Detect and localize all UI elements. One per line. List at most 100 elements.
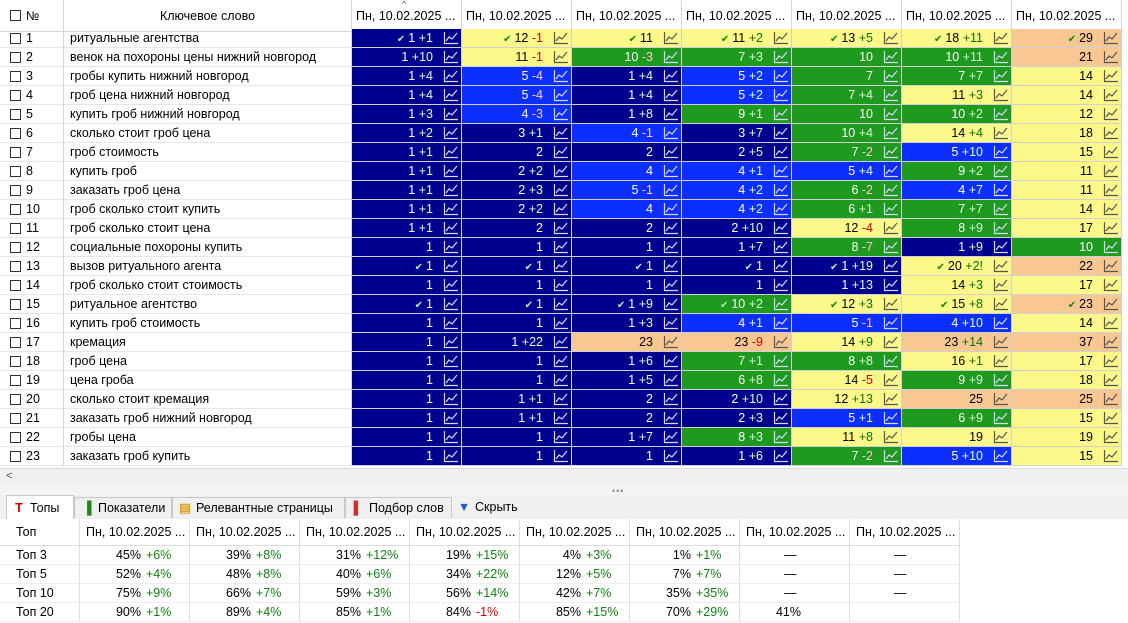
line-chart-icon[interactable] — [883, 430, 899, 444]
table-row[interactable]: 23 заказать гроб купить 1 1 1 1 +6 7 -2 5 +10 15 — [0, 447, 1128, 466]
panel-splitter[interactable]: ••• — [0, 485, 1128, 496]
position-cell[interactable]: 1 +22 — [462, 333, 572, 352]
tops-header-date[interactable]: Пн, 10.02.2025 ... — [80, 519, 190, 546]
line-chart-icon[interactable] — [993, 430, 1009, 444]
line-chart-icon[interactable] — [773, 69, 789, 83]
line-chart-icon[interactable] — [553, 240, 569, 254]
position-cell[interactable]: ✔ 1 +9 — [572, 295, 682, 314]
table-row[interactable]: 2 венок на похороны цены нижний новгород 1… — [0, 48, 1128, 67]
position-cell[interactable]: 1 +6 — [682, 447, 792, 466]
line-chart-icon[interactable] — [883, 202, 899, 216]
row-checkbox[interactable] — [10, 337, 21, 348]
position-cell[interactable]: 1 — [462, 352, 572, 371]
line-chart-icon[interactable] — [443, 392, 459, 406]
line-chart-icon[interactable] — [883, 69, 899, 83]
line-chart-icon[interactable] — [1103, 183, 1119, 197]
line-chart-icon[interactable] — [443, 107, 459, 121]
line-chart-icon[interactable] — [773, 392, 789, 406]
position-cell[interactable]: 14 -5 — [792, 371, 902, 390]
line-chart-icon[interactable] — [553, 145, 569, 159]
position-cell[interactable]: 10 +4 — [792, 124, 902, 143]
position-cell[interactable]: ✔ 23 — [1012, 295, 1122, 314]
line-chart-icon[interactable] — [883, 107, 899, 121]
table-row[interactable]: 10 гроб сколько стоит купить 1 +1 2 +2 4 4 +2… — [0, 200, 1128, 219]
line-chart-icon[interactable] — [773, 88, 789, 102]
position-cell[interactable]: 10 — [792, 105, 902, 124]
position-cell[interactable]: 1 — [352, 238, 462, 257]
line-chart-icon[interactable] — [993, 373, 1009, 387]
line-chart-icon[interactable] — [773, 259, 789, 273]
table-row[interactable]: 12 социальные похороны купить 1 1 1 1 +7 8 -7 1… — [0, 238, 1128, 257]
line-chart-icon[interactable] — [993, 145, 1009, 159]
column-header-date[interactable]: Пн, 10.02.2025 ... — [682, 0, 792, 32]
table-row[interactable]: 9 заказать гроб цена 1 +1 2 +3 5 -1 4 +2 6 -2 4… — [0, 181, 1128, 200]
line-chart-icon[interactable] — [663, 411, 679, 425]
row-checkbox[interactable] — [10, 451, 21, 462]
line-chart-icon[interactable] — [663, 183, 679, 197]
position-cell[interactable]: 1 — [462, 428, 572, 447]
row-checkbox[interactable] — [10, 394, 21, 405]
line-chart-icon[interactable] — [553, 69, 569, 83]
line-chart-icon[interactable] — [443, 259, 459, 273]
table-row[interactable]: 14 гроб сколько стоит стоимость 1 1 1 1 1 +13 1… — [0, 276, 1128, 295]
position-cell[interactable]: 4 — [572, 162, 682, 181]
row-checkbox[interactable] — [10, 52, 21, 63]
position-cell[interactable]: 37 — [1012, 333, 1122, 352]
position-cell[interactable]: ✔ 1 +1 — [352, 29, 462, 48]
line-chart-icon[interactable] — [773, 430, 789, 444]
table-row[interactable]: 19 цена гроба 1 1 1 +5 6 +8 14 -5 9 +9 18 — [0, 371, 1128, 390]
position-cell[interactable]: 4 — [572, 200, 682, 219]
position-cell[interactable]: 8 +8 — [792, 352, 902, 371]
position-cell[interactable]: 23 +14 — [902, 333, 1012, 352]
row-checkbox[interactable] — [10, 223, 21, 234]
line-chart-icon[interactable] — [773, 297, 789, 311]
position-cell[interactable]: 1 — [572, 447, 682, 466]
position-cell[interactable]: 5 -4 — [462, 86, 572, 105]
line-chart-icon[interactable] — [553, 202, 569, 216]
table-row[interactable]: 22 гробы цена 1 1 1 +7 8 +3 11 +8 19 19 — [0, 428, 1128, 447]
line-chart-icon[interactable] — [443, 316, 459, 330]
line-chart-icon[interactable] — [553, 164, 569, 178]
position-cell[interactable]: 14 — [1012, 314, 1122, 333]
position-cell[interactable]: 15 — [1012, 409, 1122, 428]
position-cell[interactable]: 1 +4 — [572, 67, 682, 86]
position-cell[interactable]: ✔ 1 — [682, 257, 792, 276]
column-header-date[interactable]: Пн, 10.02.2025 ... — [1012, 0, 1122, 32]
table-row[interactable]: 18 гроб цена 1 1 1 +6 7 +1 8 +8 16 +1 17 — [0, 352, 1128, 371]
position-cell[interactable]: 14 +9 — [792, 333, 902, 352]
position-cell[interactable]: ✔ 20 +2! — [902, 257, 1012, 276]
line-chart-icon[interactable] — [553, 449, 569, 463]
line-chart-icon[interactable] — [1103, 50, 1119, 64]
tab-hide[interactable]: ▼ Скрыть — [452, 497, 528, 518]
line-chart-icon[interactable] — [993, 278, 1009, 292]
line-chart-icon[interactable] — [773, 183, 789, 197]
position-cell[interactable]: 2 +3 — [682, 409, 792, 428]
line-chart-icon[interactable] — [663, 50, 679, 64]
line-chart-icon[interactable] — [1103, 88, 1119, 102]
position-cell[interactable]: 1 +1 — [352, 143, 462, 162]
line-chart-icon[interactable] — [443, 335, 459, 349]
position-cell[interactable]: 6 -2 — [792, 181, 902, 200]
position-cell[interactable]: 14 — [1012, 86, 1122, 105]
line-chart-icon[interactable] — [553, 107, 569, 121]
position-cell[interactable]: 2 — [462, 219, 572, 238]
line-chart-icon[interactable] — [1103, 221, 1119, 235]
position-cell[interactable]: 19 — [902, 428, 1012, 447]
position-cell[interactable]: 1 — [352, 333, 462, 352]
tops-header-date[interactable]: Пн, 10.02.2025 ... — [740, 519, 850, 546]
line-chart-icon[interactable] — [773, 145, 789, 159]
position-cell[interactable]: 9 +9 — [902, 371, 1012, 390]
position-cell[interactable]: 1 — [462, 238, 572, 257]
line-chart-icon[interactable] — [553, 297, 569, 311]
position-cell[interactable]: 7 +7 — [902, 200, 1012, 219]
position-cell[interactable]: 9 +1 — [682, 105, 792, 124]
row-checkbox[interactable] — [10, 413, 21, 424]
table-row[interactable]: 13 вызов ритуального агента ✔ 1 ✔ 1 ✔ 1 ✔ 1 ✔ 1 +19… — [0, 257, 1128, 276]
position-cell[interactable]: ✔ 11 +2 — [682, 29, 792, 48]
line-chart-icon[interactable] — [1103, 449, 1119, 463]
position-cell[interactable]: 5 +10 — [902, 143, 1012, 162]
row-checkbox[interactable] — [10, 147, 21, 158]
position-cell[interactable]: 7 +3 — [682, 48, 792, 67]
position-cell[interactable]: 9 +2 — [902, 162, 1012, 181]
line-chart-icon[interactable] — [443, 145, 459, 159]
